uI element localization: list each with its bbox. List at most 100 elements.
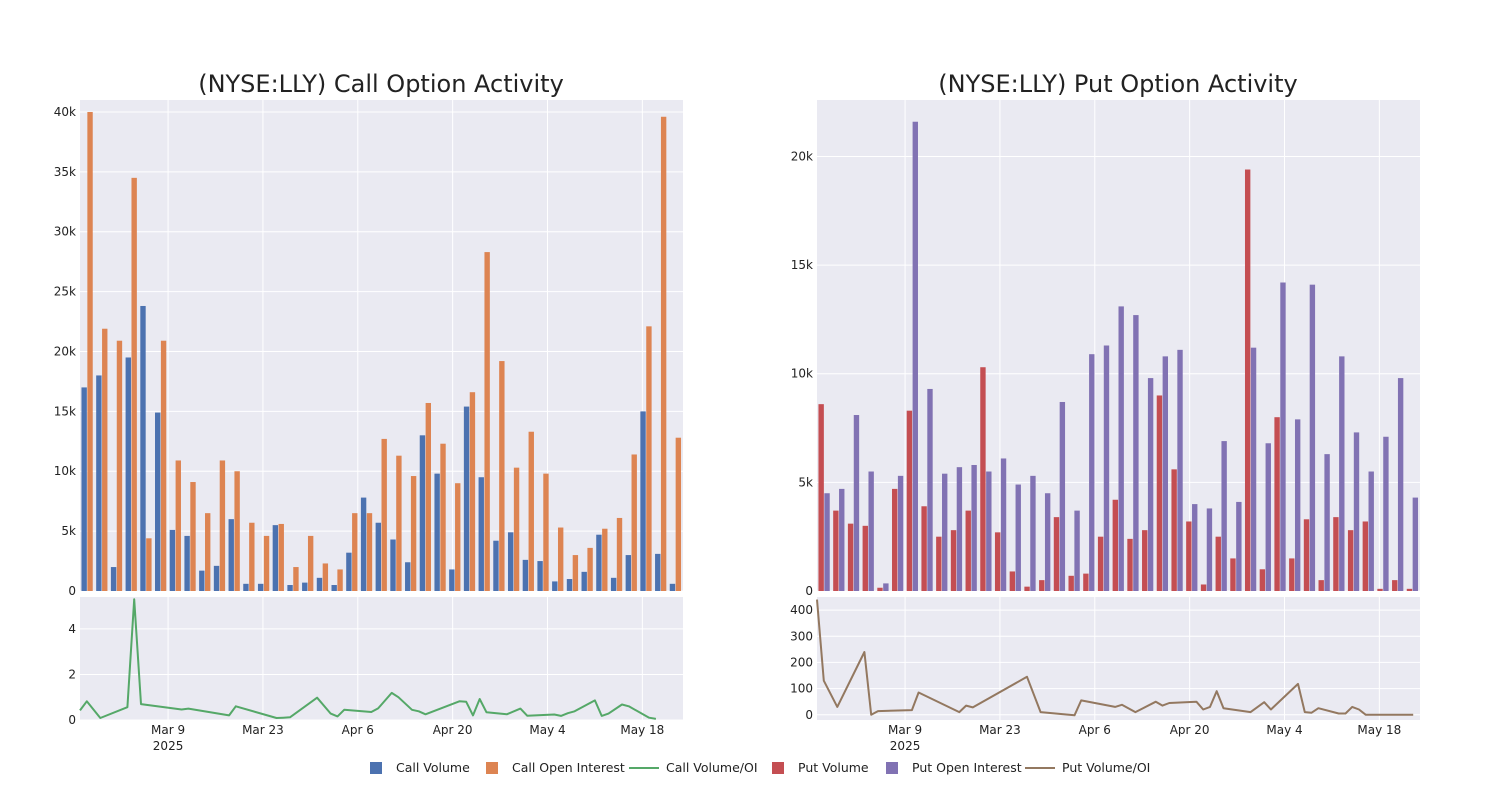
- call-volume-bar: [625, 555, 632, 591]
- call-volume-bar: [125, 357, 131, 591]
- call-volume-bar: [184, 535, 190, 591]
- call-open-interest-bar: [131, 177, 137, 591]
- call-ytick-label: 25k: [54, 285, 76, 299]
- put-open-interest-bar: [1280, 282, 1286, 591]
- call-open-interest-bar: [396, 455, 402, 591]
- put-volume-bar: [1186, 521, 1192, 591]
- put-open-interest-bar: [1015, 484, 1021, 591]
- put-volume-bar: [1171, 469, 1177, 591]
- call-ytick-label: 10k: [54, 464, 76, 478]
- put-open-interest-bar: [1059, 401, 1066, 591]
- call-chart-title: (NYSE:LLY) Call Option Activity: [198, 70, 564, 98]
- call-open-interest-bar: [249, 522, 255, 591]
- call-open-interest-bar: [616, 517, 623, 591]
- put-volume-bar: [892, 488, 898, 591]
- put-volume-bar: [1244, 169, 1251, 591]
- put-volume-bar: [1406, 588, 1413, 591]
- put-open-interest-bar: [1412, 497, 1419, 591]
- call-volume-bar: [390, 539, 396, 591]
- legend: Call Volume Call Open Interest Call Volume…: [370, 760, 1150, 775]
- call-open-interest-bar: [352, 513, 358, 591]
- call-volume-bar: [140, 305, 146, 591]
- call-open-interest-bar: [660, 116, 667, 591]
- legend-label-put_volume: Put Volume: [798, 760, 869, 775]
- call-open-interest-bar: [469, 392, 476, 591]
- call-open-interest-bar: [513, 467, 520, 591]
- put-volume-bar: [1392, 580, 1398, 591]
- call-volume-bar: [302, 582, 308, 591]
- put-xtick-label: Mar 23: [979, 723, 1021, 737]
- call-ytick-label: 15k: [54, 404, 76, 418]
- put-xtick-label: May 18: [1357, 723, 1401, 737]
- put-option-activity-chart: 0 5k 10k 15k 20k 0 100 200 300 400 Mar 9 Mar 23 Apr …: [790, 100, 1420, 753]
- put-ytick-label: 15k: [791, 258, 813, 272]
- call-open-interest-bar: [410, 476, 417, 591]
- call-open-interest-bar: [293, 567, 299, 591]
- put-volume-bar: [1127, 538, 1133, 591]
- call-xtick-label: May 18: [620, 723, 664, 737]
- call-volume-bar: [155, 412, 161, 591]
- put-volume-bar: [994, 532, 1001, 591]
- put-xtick-label: Mar 9: [888, 723, 922, 737]
- call-volume-bar: [96, 375, 102, 591]
- put-open-interest-bar: [971, 464, 977, 591]
- call-open-interest-bar: [543, 473, 549, 591]
- call-open-interest-bar: [631, 454, 637, 591]
- call-xtick-label: Mar 9: [151, 723, 185, 737]
- put-open-interest-bar: [986, 471, 992, 591]
- call-volume-bar: [287, 585, 293, 591]
- put-volume-bar: [1377, 588, 1383, 591]
- put-xtick-label: Apr 6: [1079, 723, 1111, 737]
- legend-label-call_volume: Call Volume: [396, 760, 470, 775]
- put-open-interest-bar: [1044, 493, 1051, 591]
- put-volume-bar: [833, 510, 839, 591]
- call-open-interest-bar: [116, 340, 123, 591]
- call-volume-bar: [463, 406, 470, 591]
- call-open-interest-bar: [587, 547, 593, 591]
- call-xtick-label: Apr 6: [342, 723, 374, 737]
- put-open-interest-bar: [927, 388, 933, 591]
- put-volume-bar: [1333, 517, 1339, 591]
- call-ytick-label: 5k: [61, 524, 76, 538]
- put-volume-bar: [1259, 569, 1266, 591]
- put-open-interest-bar: [1147, 378, 1154, 591]
- call-open-interest-bar: [219, 460, 226, 591]
- call-volume-bar: [199, 570, 205, 591]
- put-volume-bar: [1230, 558, 1236, 591]
- call-volume-bar: [493, 540, 499, 591]
- put-volume-bar: [1215, 536, 1221, 591]
- call-xtick-label: May 4: [529, 723, 565, 737]
- put-volume-bar: [1039, 580, 1045, 591]
- call-open-interest-bar: [337, 569, 343, 591]
- put-open-interest-bar: [868, 471, 874, 591]
- put-volume-oi-line: [816, 599, 1414, 717]
- put-volume-bar: [1024, 586, 1030, 591]
- put-ratio-ytick-label: 200: [790, 655, 813, 669]
- put-volume-bar: [980, 367, 986, 591]
- put-open-interest-bar: [1089, 354, 1095, 591]
- call-open-interest-bar: [87, 111, 93, 591]
- call-ytick-label: 30k: [54, 225, 76, 239]
- call-ratio-ytick-label: 4: [68, 622, 76, 636]
- legend-swatch-put_open_interest: [886, 762, 898, 774]
- put-ytick-label: 20k: [791, 149, 813, 163]
- put-volume-bar: [1289, 558, 1295, 591]
- call-year-label: 2025: [153, 739, 184, 753]
- call-open-interest-bar: [278, 523, 284, 591]
- put-open-interest-bar: [883, 583, 889, 591]
- put-volume-bar: [877, 587, 883, 591]
- call-open-interest-bar: [322, 563, 329, 591]
- put-volume-bar: [847, 523, 854, 591]
- call-open-interest-bar: [572, 555, 579, 591]
- call-open-interest-bar: [602, 528, 608, 591]
- put-volume-bar: [1318, 580, 1324, 591]
- put-volume-bar: [1362, 521, 1369, 591]
- put-volume-bar: [1347, 530, 1354, 591]
- call-volume-bar: [257, 583, 264, 591]
- call-open-interest-bar: [146, 538, 152, 591]
- put-ytick-label: 10k: [791, 367, 813, 381]
- put-ratio-ytick-label: 300: [790, 629, 813, 643]
- put-open-interest-bar: [1192, 504, 1198, 591]
- put-volume-bar: [818, 404, 824, 591]
- call-volume-bar: [331, 585, 337, 591]
